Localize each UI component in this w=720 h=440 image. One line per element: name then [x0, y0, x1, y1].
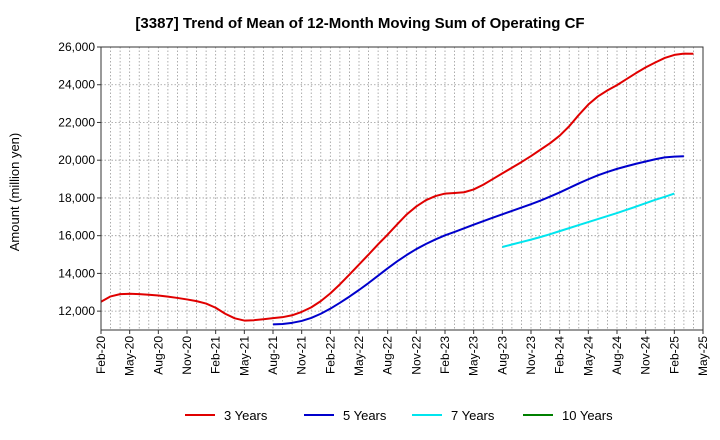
x-tick-label: Feb-25	[667, 336, 681, 374]
y-tick-label: 14,000	[58, 266, 95, 280]
x-tick-label: May-20	[123, 336, 137, 376]
y-axis-label: Amount (million yen)	[7, 133, 22, 252]
x-tick-label: Nov-22	[409, 336, 423, 375]
x-tick-label: Feb-23	[438, 336, 452, 374]
series-line-3-years	[100, 52, 694, 322]
x-tick-label: Aug-22	[381, 336, 395, 375]
x-tick-label: May-24	[581, 336, 595, 376]
x-tick-label: Aug-21	[266, 336, 280, 375]
legend-label-7-years: 7 Years	[451, 408, 495, 423]
x-tick-label: Feb-24	[553, 336, 567, 374]
x-tick-label: Feb-22	[323, 336, 337, 374]
legend-label-3-years: 3 Years	[224, 408, 268, 423]
y-tick-label: 18,000	[58, 191, 95, 205]
legend-label-10-years: 10 Years	[562, 408, 613, 423]
x-tick-labels: Feb-20 May-20 Aug-20 Nov-20 Feb-21 May-21 Aug-…	[94, 330, 710, 376]
series-layer	[100, 52, 694, 326]
y-tick-label: 12,000	[58, 304, 95, 318]
x-tick-label: Feb-21	[209, 336, 223, 374]
y-tick-label: 24,000	[58, 78, 95, 92]
y-tick-label: 20,000	[58, 153, 95, 167]
series-line-5-years	[272, 155, 684, 326]
y-tick-labels: 12,000 14,000 16,000 18,000 20,000 22,000 24,0…	[58, 40, 101, 318]
x-tick-label: May-25	[696, 336, 710, 376]
x-tick-label: Aug-20	[151, 336, 165, 375]
y-tick-label: 16,000	[58, 229, 95, 243]
chart-title: [3387] Trend of Mean of 12-Month Moving …	[135, 15, 584, 32]
x-tick-label: Aug-23	[495, 336, 509, 375]
x-tick-label: Feb-20	[94, 336, 108, 374]
x-tick-label: Nov-20	[180, 336, 194, 375]
grid-layer	[101, 46, 703, 330]
y-tick-label: 26,000	[58, 40, 95, 54]
x-tick-label: May-23	[467, 336, 481, 376]
x-tick-label: May-22	[352, 336, 366, 376]
legend-label-5-years: 5 Years	[343, 408, 387, 423]
y-tick-label: 22,000	[58, 115, 95, 129]
plot-frame	[100, 46, 704, 331]
x-tick-label: Nov-23	[524, 336, 538, 375]
x-tick-label: Aug-24	[610, 336, 624, 375]
x-tick-label: Nov-21	[295, 336, 309, 375]
legend: 3 Years 5 Years 7 Years 10 Years	[185, 408, 613, 423]
series-line-7-years	[502, 192, 675, 248]
x-tick-label: May-21	[237, 336, 251, 376]
x-tick-label: Nov-24	[639, 336, 653, 375]
